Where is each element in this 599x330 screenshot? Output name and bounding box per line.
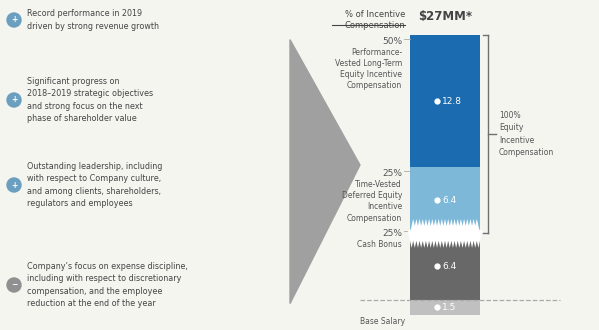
Text: Cash Bonus: Cash Bonus (357, 240, 402, 249)
Circle shape (7, 13, 21, 27)
Text: 6.4: 6.4 (442, 196, 456, 205)
Text: 25%: 25% (382, 229, 402, 238)
Text: Performance-
Vested Long-Term
Equity Incentive
Compensation: Performance- Vested Long-Term Equity Inc… (335, 48, 402, 90)
Text: Time-Vested
Deferred Equity
Incentive
Compensation: Time-Vested Deferred Equity Incentive Co… (341, 180, 402, 222)
Text: Base Salary: Base Salary (360, 317, 405, 326)
Bar (410, 35, 480, 167)
Text: $27MM*: $27MM* (418, 10, 472, 23)
Text: 6.4: 6.4 (442, 262, 456, 271)
Circle shape (7, 93, 21, 107)
Circle shape (7, 178, 21, 192)
Text: 1.5: 1.5 (442, 303, 456, 312)
Text: Company’s focus on expense discipline,
including with respect to discretionary
c: Company’s focus on expense discipline, i… (27, 262, 187, 308)
Bar (410, 233, 480, 300)
Text: +: + (11, 181, 17, 189)
Bar (410, 167, 480, 233)
Bar (410, 300, 480, 315)
Circle shape (7, 278, 21, 292)
Text: 25%: 25% (382, 169, 402, 178)
Polygon shape (290, 40, 360, 304)
Text: Significant progress on
2018–2019 strategic objectives
and strong focus on the n: Significant progress on 2018–2019 strate… (27, 77, 153, 123)
Text: % of Incentive
Compensation: % of Incentive Compensation (344, 10, 405, 30)
Text: 50%: 50% (382, 37, 402, 46)
Text: +: + (11, 16, 17, 24)
Text: −: − (11, 280, 17, 289)
Text: 100%
Equity
Incentive
Compensation: 100% Equity Incentive Compensation (499, 111, 554, 157)
Text: 12.8: 12.8 (442, 97, 462, 106)
Text: +: + (11, 95, 17, 105)
Text: Record performance in 2019
driven by strong revenue growth: Record performance in 2019 driven by str… (27, 9, 159, 31)
Text: Outstanding leadership, including
with respect to Company culture,
and among cli: Outstanding leadership, including with r… (27, 162, 162, 208)
